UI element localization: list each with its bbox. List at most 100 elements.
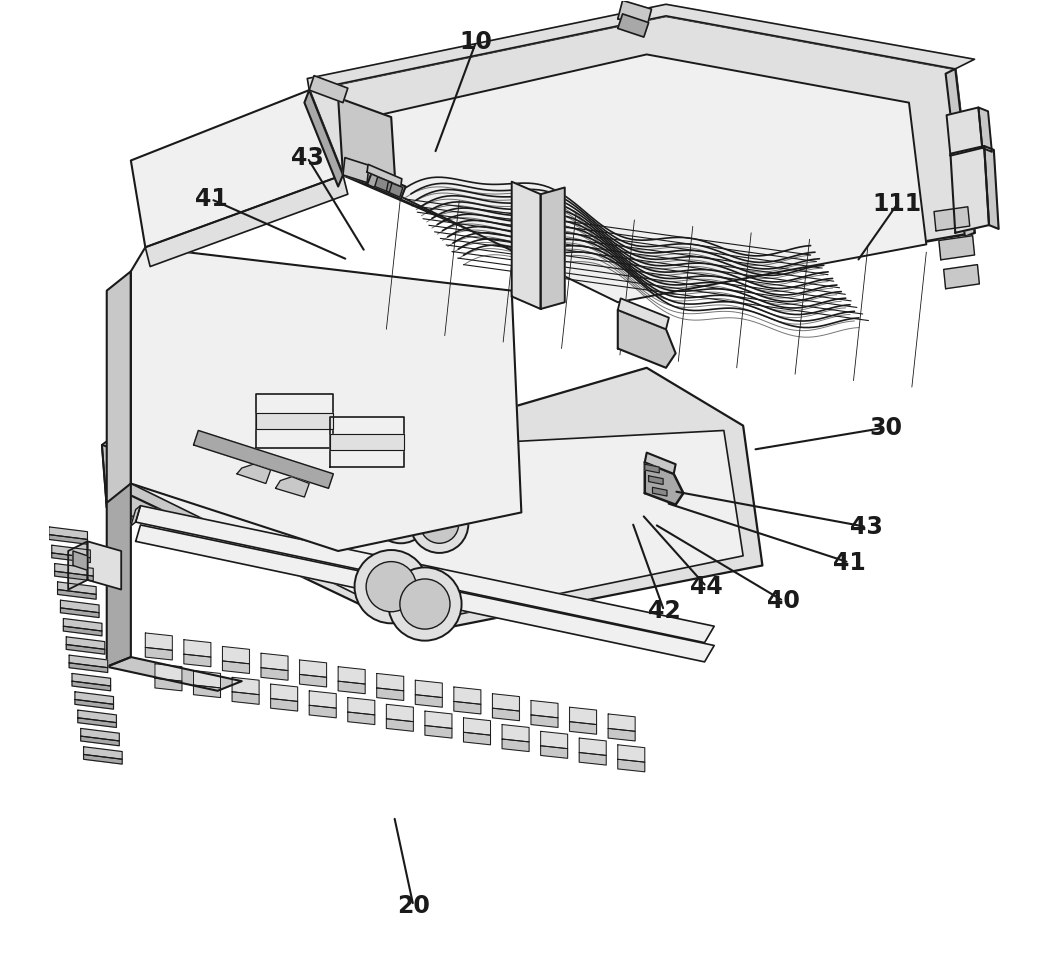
Polygon shape [145, 648, 172, 659]
Polygon shape [66, 637, 105, 650]
Polygon shape [309, 690, 337, 708]
Polygon shape [61, 601, 99, 613]
Polygon shape [463, 718, 491, 735]
Polygon shape [107, 484, 131, 666]
Polygon shape [136, 506, 715, 643]
Polygon shape [309, 15, 975, 296]
Polygon shape [935, 207, 970, 231]
Circle shape [158, 406, 220, 468]
Polygon shape [343, 158, 369, 183]
Polygon shape [415, 694, 442, 707]
Polygon shape [52, 545, 90, 558]
Polygon shape [569, 707, 597, 724]
Polygon shape [367, 164, 401, 187]
Polygon shape [68, 542, 87, 590]
Polygon shape [377, 673, 404, 690]
Polygon shape [155, 663, 182, 681]
Polygon shape [193, 685, 221, 697]
Text: 42: 42 [648, 599, 681, 623]
Polygon shape [299, 659, 327, 677]
Polygon shape [72, 681, 110, 690]
Polygon shape [57, 582, 97, 595]
Polygon shape [136, 525, 715, 661]
Polygon shape [75, 691, 114, 704]
Text: 30: 30 [870, 416, 903, 440]
Polygon shape [649, 476, 663, 484]
Polygon shape [502, 724, 529, 742]
Polygon shape [609, 728, 635, 741]
Polygon shape [531, 700, 558, 718]
Polygon shape [261, 667, 288, 680]
Polygon shape [609, 714, 635, 731]
Polygon shape [502, 739, 529, 751]
Circle shape [355, 550, 428, 624]
Polygon shape [131, 392, 743, 624]
Polygon shape [275, 477, 309, 497]
Polygon shape [61, 608, 99, 618]
Polygon shape [237, 464, 271, 484]
Polygon shape [107, 657, 242, 690]
Polygon shape [155, 678, 182, 690]
Polygon shape [569, 721, 597, 734]
Polygon shape [541, 746, 568, 758]
Circle shape [421, 505, 459, 543]
Polygon shape [493, 693, 519, 711]
Polygon shape [945, 69, 975, 237]
Polygon shape [984, 146, 998, 229]
Polygon shape [193, 430, 333, 488]
Polygon shape [145, 633, 172, 651]
Text: 44: 44 [690, 574, 723, 599]
Polygon shape [256, 413, 333, 428]
Polygon shape [579, 752, 606, 765]
Polygon shape [131, 248, 521, 551]
Polygon shape [618, 14, 649, 37]
Polygon shape [645, 453, 675, 474]
Polygon shape [425, 725, 452, 738]
Polygon shape [541, 731, 568, 748]
Polygon shape [66, 645, 105, 654]
Polygon shape [618, 299, 669, 329]
Circle shape [216, 428, 258, 471]
Polygon shape [415, 680, 442, 697]
Polygon shape [193, 670, 221, 688]
Polygon shape [184, 640, 211, 657]
Circle shape [168, 416, 210, 458]
Polygon shape [78, 718, 117, 727]
Polygon shape [330, 417, 404, 467]
Polygon shape [645, 462, 683, 505]
Text: 10: 10 [460, 30, 493, 54]
Polygon shape [425, 711, 452, 728]
Polygon shape [330, 434, 404, 450]
Polygon shape [387, 704, 413, 721]
Polygon shape [57, 590, 97, 600]
Polygon shape [618, 759, 645, 772]
Polygon shape [652, 487, 667, 496]
Polygon shape [512, 182, 541, 309]
Polygon shape [271, 684, 297, 701]
Polygon shape [367, 172, 406, 199]
Polygon shape [541, 188, 565, 309]
Text: 43: 43 [850, 514, 883, 539]
Polygon shape [102, 445, 246, 556]
Polygon shape [81, 736, 119, 746]
Polygon shape [453, 701, 481, 714]
Polygon shape [233, 677, 259, 694]
Polygon shape [49, 527, 87, 540]
Polygon shape [944, 265, 979, 289]
Polygon shape [131, 506, 140, 526]
Polygon shape [75, 699, 114, 709]
Polygon shape [54, 571, 93, 581]
Polygon shape [493, 708, 519, 720]
Circle shape [411, 495, 468, 553]
Polygon shape [73, 551, 87, 571]
Polygon shape [64, 627, 102, 636]
Polygon shape [531, 715, 558, 727]
Text: 41: 41 [194, 187, 227, 211]
Text: 111: 111 [873, 191, 922, 216]
Text: 41: 41 [833, 550, 866, 574]
Text: 20: 20 [397, 894, 430, 918]
Polygon shape [52, 553, 90, 563]
Polygon shape [256, 394, 333, 448]
Polygon shape [338, 666, 365, 684]
Polygon shape [184, 654, 211, 666]
